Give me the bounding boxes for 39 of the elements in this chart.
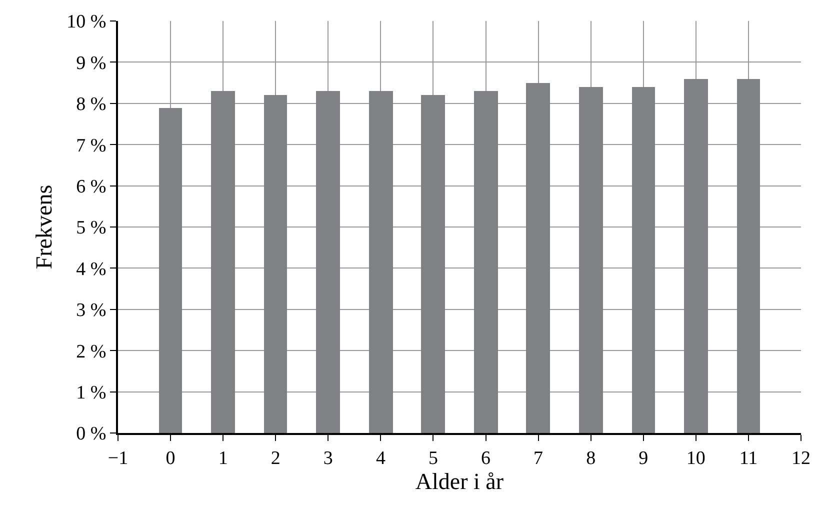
x-tick-label: 6 [481,448,491,469]
x-tick-label: 7 [534,448,544,469]
x-tick-label: 4 [376,448,386,469]
bar [474,91,498,433]
x-tick-label: 8 [586,448,596,469]
y-tick-label: 2 % [76,341,106,362]
bar [211,91,235,433]
x-tick-label: 5 [428,448,438,469]
x-axis-title: Alder i år [415,468,504,494]
x-tick-label: 2 [270,448,280,469]
bar [579,87,603,433]
y-tick-label: 6 % [76,176,106,198]
bar [369,91,393,433]
bar [421,95,445,433]
y-tick-label: 10 % [66,12,106,33]
y-tick-label: 4 % [76,258,106,280]
y-tick-label: 8 % [76,94,106,116]
bar [159,108,182,433]
y-tick-label: 7 % [76,135,106,156]
y-axis-title: Frekvens [32,184,57,270]
bar [684,79,708,433]
x-tick-label: 10 [686,448,706,469]
x-tick-label: 1 [218,448,228,469]
y-tick-label: 0 % [76,424,106,445]
x-tick-label: 12 [792,448,810,469]
y-tick-label: 3 % [76,300,106,322]
x-tick-label: 9 [638,448,648,469]
bar [632,87,655,433]
bar [264,95,287,433]
x-tick-label: −1 [108,448,128,469]
bar [316,91,340,433]
y-tick-label: 9 % [76,52,106,74]
x-tick-label: 3 [323,448,333,469]
x-tick-label: 11 [739,448,758,469]
bar [526,83,550,433]
y-tick-label: 1 % [76,382,106,404]
bar [737,79,760,433]
x-tick-label: 0 [166,448,176,469]
y-tick-label: 5 % [76,218,106,239]
